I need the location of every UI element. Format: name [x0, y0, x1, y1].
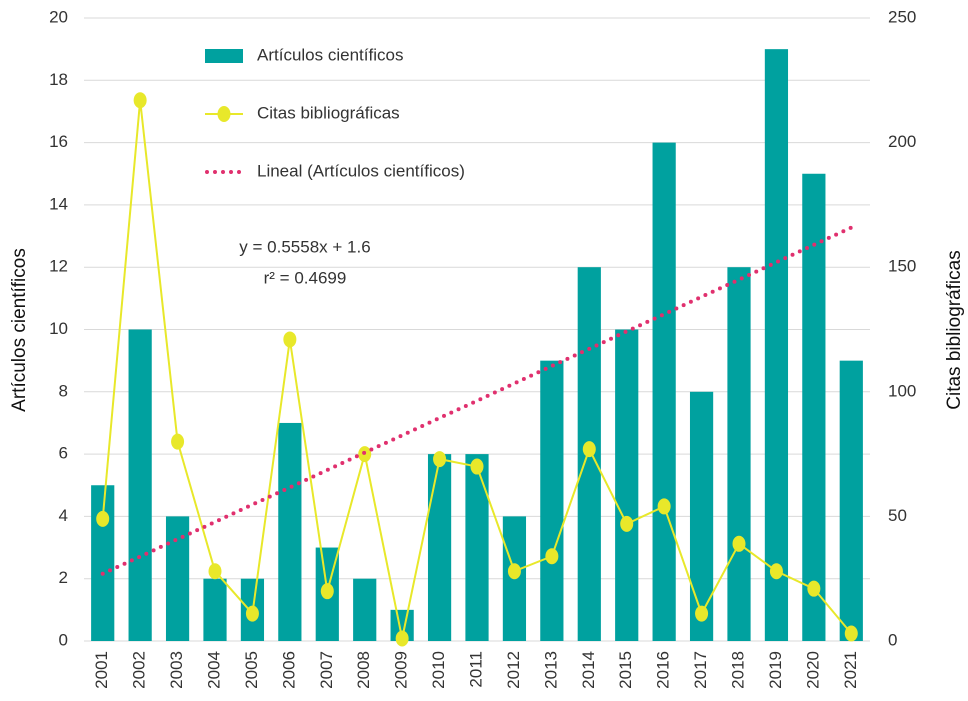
y-tick-label: 18 [49, 70, 68, 89]
bar [540, 360, 564, 641]
x-tick-label: 2013 [541, 651, 560, 689]
x-tick-label: 2011 [466, 651, 485, 688]
marker [171, 433, 185, 450]
bar [465, 454, 489, 641]
marker [395, 630, 409, 647]
marker [470, 458, 484, 475]
x-tick-label: 2020 [803, 651, 822, 689]
trend-line [100, 225, 854, 576]
y-tick-label: 10 [49, 319, 68, 338]
y2-tick-label: 50 [888, 506, 907, 525]
x-tick-label: 2021 [841, 651, 860, 689]
x-tick-label: 2002 [130, 651, 149, 689]
x-tick-label: 2018 [728, 651, 747, 689]
y2-tick-label: 250 [888, 7, 916, 26]
bar [427, 454, 452, 641]
bar [802, 173, 826, 641]
marker [283, 331, 297, 348]
x-tick-label: 2007 [317, 651, 336, 689]
marker [582, 441, 596, 458]
bar [390, 609, 414, 641]
y-axis-title: Artículos científicos [9, 248, 30, 412]
bar [652, 142, 676, 641]
y-tick-label: 2 [59, 568, 68, 587]
legend-swatch [217, 106, 231, 122]
bar [128, 329, 152, 641]
y-tick-label: 4 [59, 506, 68, 525]
y2-axis-title: Citas bibliográficas [944, 250, 965, 409]
bar [727, 267, 751, 641]
y2-tick-label: 0 [888, 630, 897, 649]
marker [96, 510, 110, 527]
bar [615, 329, 639, 641]
annotation: r² = 0.4699 [264, 268, 347, 287]
x-tick-label: 2019 [766, 651, 785, 689]
marker [545, 548, 559, 565]
bar [689, 391, 714, 641]
x-tick-label: 2008 [354, 651, 373, 689]
y-tick-label: 20 [49, 7, 68, 26]
x-tick-label: 2016 [654, 651, 673, 689]
x-tick-label: 2017 [691, 651, 710, 689]
y2-tick-label: 150 [888, 257, 916, 276]
marker [657, 498, 671, 515]
legend-label: Citas bibliográficas [257, 103, 400, 122]
x-tick-label: 2001 [92, 651, 111, 689]
bar [764, 49, 789, 641]
marker [433, 451, 447, 468]
legend-swatch [205, 49, 243, 63]
y-tick-label: 0 [59, 630, 68, 649]
annotation: y = 0.5558x + 1.6 [239, 237, 370, 256]
bar [839, 360, 863, 641]
marker [320, 583, 334, 600]
marker [620, 515, 634, 532]
marker [245, 605, 259, 622]
x-tick-label: 2003 [167, 651, 186, 689]
y2-tick-label: 100 [888, 381, 916, 400]
x-tick-label: 2004 [204, 651, 223, 689]
bar [278, 422, 302, 641]
x-tick-label: 2012 [504, 651, 523, 689]
x-tick-label: 2014 [579, 651, 598, 689]
marker [844, 625, 858, 642]
legend-label: Lineal (Artículos científicos) [257, 161, 465, 180]
x-tick-label: 2009 [392, 651, 411, 689]
marker [695, 605, 709, 622]
bar [353, 578, 377, 641]
y-tick-label: 14 [49, 194, 68, 213]
y-tick-label: 8 [59, 381, 68, 400]
y-tick-label: 16 [49, 132, 68, 151]
bar [91, 485, 115, 641]
y-tick-label: 12 [49, 257, 68, 276]
marker [732, 535, 746, 552]
bar [165, 516, 190, 641]
x-tick-label: 2006 [279, 651, 298, 689]
marker [807, 580, 821, 597]
marker [208, 563, 222, 580]
x-tick-label: 2015 [616, 651, 635, 689]
bar [203, 578, 227, 641]
y-tick-label: 6 [59, 444, 68, 463]
y2-tick-label: 200 [888, 132, 916, 151]
x-tick-label: 2010 [429, 651, 448, 689]
marker [133, 92, 147, 109]
marker [769, 563, 783, 580]
x-tick-label: 2005 [242, 651, 261, 689]
legend-label: Artículos científicos [257, 45, 403, 64]
marker [507, 563, 521, 580]
